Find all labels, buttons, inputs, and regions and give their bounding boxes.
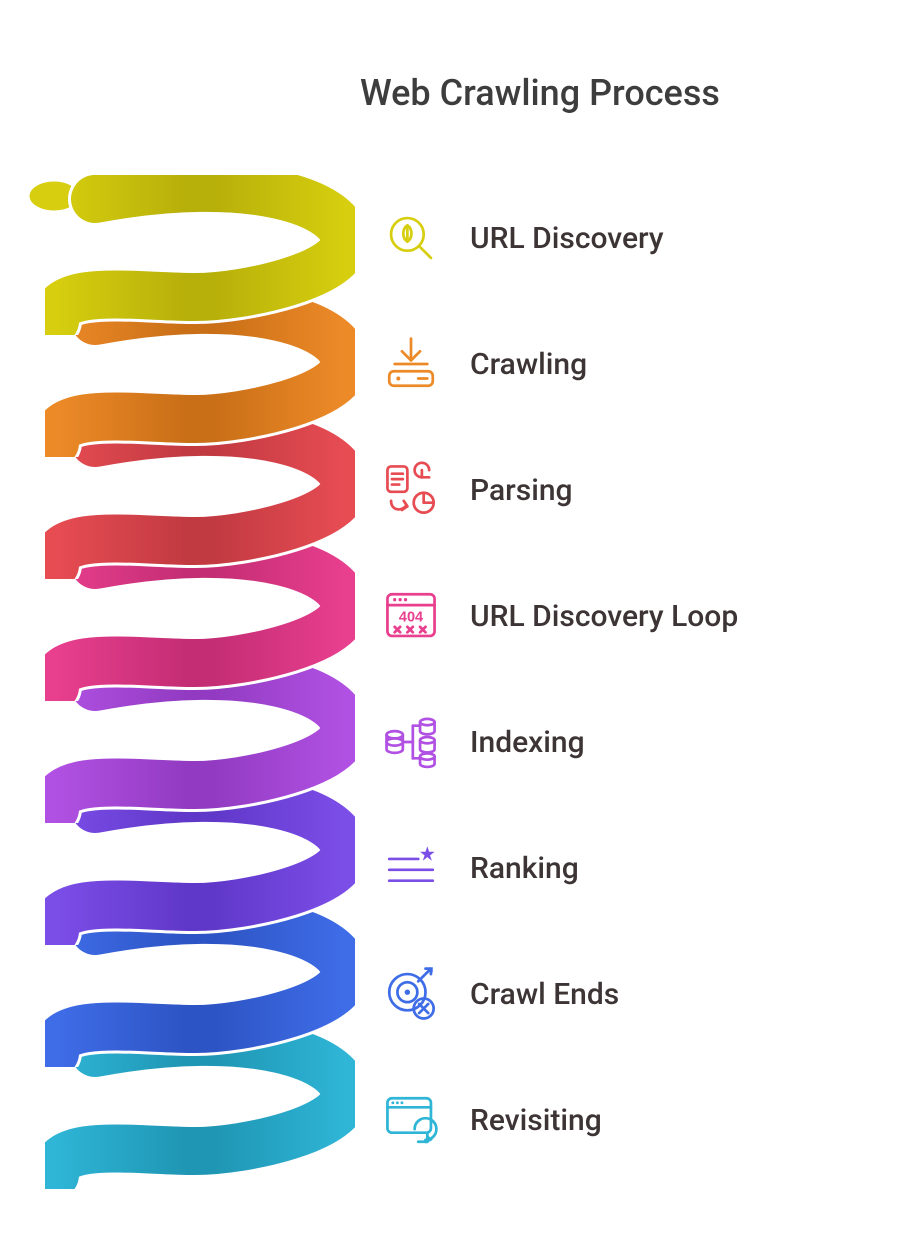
step-label: Crawling [470,347,587,382]
doc-chart-icon [380,460,442,520]
step-list: URL Discovery Crawling Parsing [380,208,738,1150]
step-row: 404 URL Discovery Loop [380,586,738,646]
step-row: Revisiting [380,1090,738,1150]
target-x-icon [380,964,442,1024]
database-tree-icon [380,712,442,772]
step-row: Indexing [380,712,738,772]
browser-404-icon: 404 [380,586,442,646]
step-row: Parsing [380,460,738,520]
svg-text:404: 404 [399,609,423,625]
step-label: Ranking [470,851,579,886]
step-label: Indexing [470,725,585,760]
step-row: URL Discovery [380,208,738,268]
step-row: Crawl Ends [380,964,738,1024]
rank-lines-icon [380,838,442,898]
step-row: Crawling [380,334,738,394]
infographic-title: Web Crawling Process [360,72,720,114]
download-drive-icon [380,334,442,394]
magnify-leaf-icon [380,208,442,268]
step-label: Parsing [470,473,573,508]
spiral-graphic [45,175,355,1185]
spiral-coil [45,175,355,335]
step-label: Crawl Ends [470,977,619,1012]
step-label: Revisiting [470,1103,602,1138]
step-row: Ranking [380,838,738,898]
step-label: URL Discovery [470,221,664,256]
browser-reload-icon [380,1090,442,1150]
step-label: URL Discovery Loop [470,599,738,634]
